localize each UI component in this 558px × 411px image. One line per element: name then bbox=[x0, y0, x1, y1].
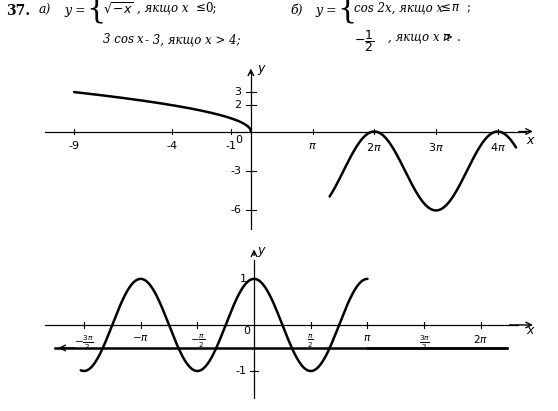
Text: $-\frac{3\pi}{2}$: $-\frac{3\pi}{2}$ bbox=[74, 333, 94, 352]
Text: $-\pi$: $-\pi$ bbox=[132, 333, 149, 343]
Text: -3: -3 bbox=[230, 166, 241, 176]
Text: -4: -4 bbox=[167, 141, 178, 151]
Text: x: x bbox=[137, 33, 143, 46]
Text: {: { bbox=[86, 0, 106, 24]
Text: $\pi$: $\pi$ bbox=[451, 2, 460, 14]
Text: y: y bbox=[257, 62, 264, 75]
Text: $\leq$: $\leq$ bbox=[193, 2, 205, 14]
Text: ;: ; bbox=[466, 2, 470, 14]
Text: y: y bbox=[257, 244, 264, 257]
Text: {: { bbox=[338, 0, 357, 24]
Text: $\pi$: $\pi$ bbox=[442, 31, 452, 44]
Text: $4\pi$: $4\pi$ bbox=[490, 141, 506, 153]
Text: x: x bbox=[526, 134, 533, 147]
Text: $3\pi$: $3\pi$ bbox=[428, 141, 444, 153]
Text: -1: -1 bbox=[236, 366, 247, 376]
Text: 3: 3 bbox=[234, 87, 241, 97]
Text: $2\pi$: $2\pi$ bbox=[473, 333, 488, 345]
Text: -9: -9 bbox=[69, 141, 80, 151]
Text: , якщо x >: , якщо x > bbox=[388, 31, 453, 44]
Text: а): а) bbox=[39, 4, 51, 17]
Text: $\sqrt{-x}$: $\sqrt{-x}$ bbox=[103, 2, 134, 16]
Text: y =: y = bbox=[315, 4, 337, 17]
Text: , якщо x: , якщо x bbox=[137, 2, 188, 14]
Text: 3 cos: 3 cos bbox=[103, 33, 134, 46]
Text: 1: 1 bbox=[240, 274, 247, 284]
Text: .: . bbox=[456, 31, 460, 44]
Text: x: x bbox=[527, 324, 534, 337]
Text: 37.: 37. bbox=[6, 4, 30, 18]
Text: 0: 0 bbox=[235, 135, 243, 145]
Text: $-\frac{\pi}{2}$: $-\frac{\pi}{2}$ bbox=[190, 333, 205, 350]
Text: y =: y = bbox=[64, 4, 86, 17]
Text: -6: -6 bbox=[230, 206, 241, 215]
Text: 0: 0 bbox=[243, 326, 251, 336]
Text: $\pi$: $\pi$ bbox=[308, 141, 317, 151]
Text: $\leq$: $\leq$ bbox=[438, 2, 451, 14]
Text: $-\dfrac{1}{2}$: $-\dfrac{1}{2}$ bbox=[354, 28, 375, 54]
Text: - 3, якщо x > 4;: - 3, якщо x > 4; bbox=[145, 33, 240, 46]
Text: $\frac{\pi}{2}$: $\frac{\pi}{2}$ bbox=[307, 333, 314, 350]
Text: cos 2x, якщо x: cos 2x, якщо x bbox=[354, 2, 444, 14]
Text: 2: 2 bbox=[234, 100, 241, 110]
Text: 0;: 0; bbox=[205, 2, 217, 14]
Text: $\pi$: $\pi$ bbox=[363, 333, 372, 343]
Text: б): б) bbox=[290, 4, 302, 17]
Text: -1: -1 bbox=[226, 141, 237, 151]
Text: $\frac{3\pi}{2}$: $\frac{3\pi}{2}$ bbox=[418, 333, 430, 352]
Text: $2\pi$: $2\pi$ bbox=[367, 141, 382, 153]
